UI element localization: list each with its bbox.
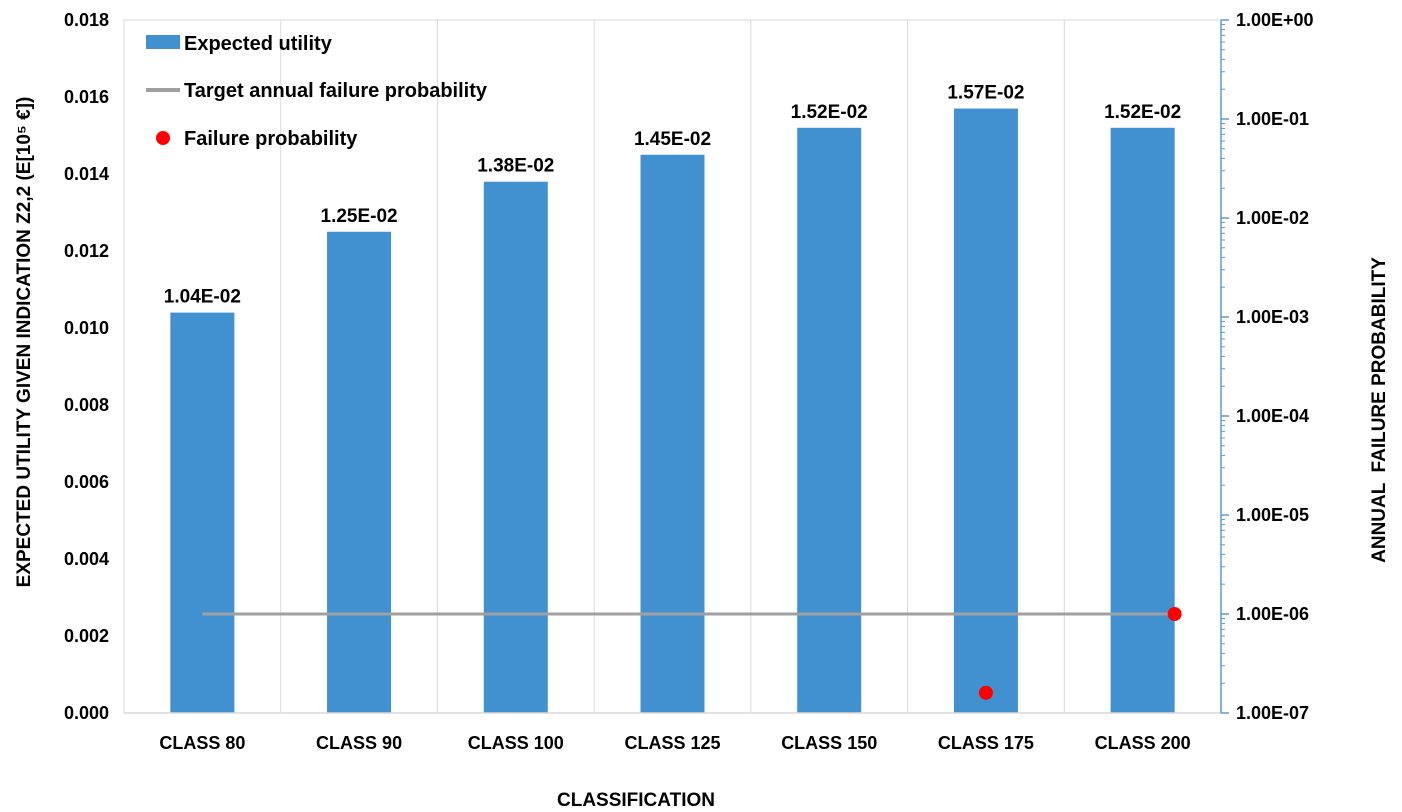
legend-label-expected-utility: Expected utility <box>184 33 333 55</box>
x-tick-label: CLASS 125 <box>624 733 720 753</box>
y-tick-label: 0.014 <box>64 164 109 184</box>
bar-expected-utility <box>797 127 862 714</box>
bar-data-label: 1.38E-02 <box>477 156 554 177</box>
y-tick-label: 0.002 <box>64 626 109 646</box>
bar-expected-utility <box>483 181 548 713</box>
y2-tick-label: 1.00E-03 <box>1236 307 1309 327</box>
y2-tick-label: 1.00E-05 <box>1236 505 1309 525</box>
bar-expected-utility <box>640 154 705 713</box>
grid-layer <box>123 19 1222 713</box>
x-tick-label: CLASS 175 <box>938 733 1034 753</box>
y-tick-label: 0.018 <box>64 10 109 30</box>
y-tick-label: 0.000 <box>64 703 109 723</box>
y2-axis-title: ANNUAL FAILURE PROBABILITY <box>1369 257 1390 563</box>
y2-tick-label: 1.00E+00 <box>1236 10 1314 30</box>
legend-label-target-line: Target annual failure probability <box>184 80 488 102</box>
x-tick-label: CLASS 90 <box>316 733 402 753</box>
y-tick-label: 0.004 <box>64 549 109 569</box>
y-tick-label: 0.010 <box>64 318 109 338</box>
y-tick-label: 0.016 <box>64 87 109 107</box>
axes-layer <box>124 19 1229 714</box>
failure-probability-point <box>1167 607 1182 621</box>
y2-tick-label: 1.00E-02 <box>1236 208 1309 228</box>
y2-tick-label: 1.00E-07 <box>1236 703 1309 723</box>
bar-data-label: 1.45E-02 <box>634 129 711 150</box>
legend-label-failure-probability: Failure probability <box>184 128 358 150</box>
x-axis-title: CLASSIFICATION <box>557 790 715 811</box>
y2-tick-label: 1.00E-06 <box>1236 604 1309 624</box>
y-tick-label: 0.006 <box>64 472 109 492</box>
failure-probability-point <box>978 685 993 700</box>
bar-data-label: 1.25E-02 <box>321 206 398 227</box>
legend-swatch-failure-probability <box>156 131 170 145</box>
y-tick-label: 0.012 <box>64 241 109 261</box>
bar-expected-utility <box>170 312 235 713</box>
y2-tick-label: 1.00E-01 <box>1236 109 1309 129</box>
bar-expected-utility <box>327 231 392 713</box>
y-tick-label: 0.008 <box>64 395 109 415</box>
bar-expected-utility <box>1110 127 1175 714</box>
y2-tick-label: 1.00E-04 <box>1236 406 1309 426</box>
x-tick-label: CLASS 150 <box>781 733 877 753</box>
legend-swatch-expected-utility <box>146 35 180 49</box>
bar-expected-utility <box>953 108 1018 714</box>
bar-data-label: 1.52E-02 <box>1104 102 1181 123</box>
bar-data-label: 1.57E-02 <box>947 83 1024 104</box>
bar-data-label: 1.52E-02 <box>791 102 868 123</box>
legend: Expected utility Target annual failure p… <box>146 33 488 150</box>
x-tick-label: CLASS 100 <box>468 733 564 753</box>
x-tick-label: CLASS 200 <box>1095 733 1191 753</box>
x-tick-label: CLASS 80 <box>159 733 245 753</box>
points-layer <box>978 607 1182 700</box>
y-axis-title: EXPECTED UTILITY GIVEN INDICATION Z2,2 (… <box>14 97 35 588</box>
bar-data-label: 1.04E-02 <box>164 287 241 308</box>
bars-layer <box>170 108 1175 714</box>
labels-layer: 1.04E-02 1.25E-02 1.38E-02 1.45E-02 1.52E-02… <box>64 10 1314 753</box>
